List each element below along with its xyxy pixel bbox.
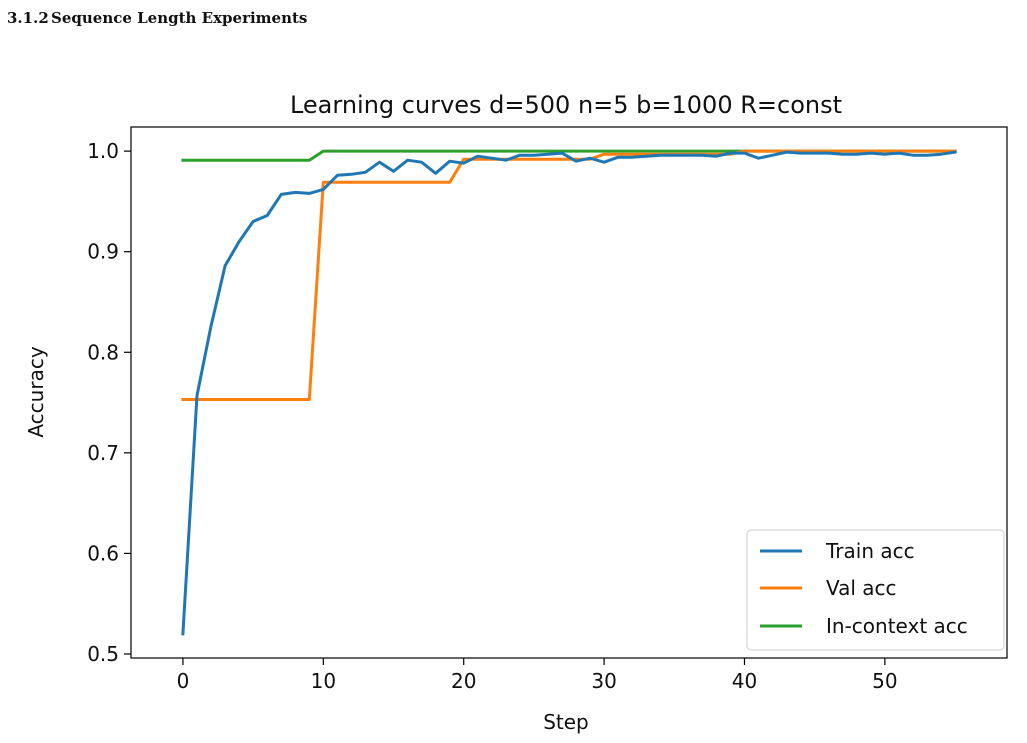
axis-ticks: 0 10 20 30 40 50 0.5 0.6 0.7 0.8 0.9 1.0 [87, 139, 897, 693]
legend: Train acc Val acc In-context acc [746, 529, 1005, 651]
section-heading: 3.1.2 Sequence Length Experiments [7, 9, 307, 27]
series-line-val [181, 149, 957, 401]
y-axis-label: Accuracy [24, 346, 48, 437]
legend-label-incontext: In-context acc [826, 614, 968, 638]
x-tick-label: 30 [591, 669, 616, 693]
x-tick-label: 0 [177, 669, 190, 693]
x-axis-label: Step [543, 710, 589, 734]
y-tick-label: 0.7 [87, 441, 119, 465]
section-number: 3.1.2 [7, 9, 49, 27]
plot-frame [130, 126, 1008, 659]
y-tick-label: 0.5 [87, 642, 119, 666]
series-layer [181, 149, 957, 636]
series-line-incontext [181, 149, 957, 162]
x-tick-label: 20 [451, 669, 476, 693]
x-tick-label: 10 [311, 669, 336, 693]
section-title: Sequence Length Experiments [51, 9, 308, 27]
legend-label-train: Train acc [825, 539, 915, 563]
series-line-train [181, 150, 957, 636]
legend-box [746, 529, 1005, 651]
legend-label-val: Val acc [826, 576, 897, 600]
y-tick-label: 0.6 [87, 541, 119, 565]
y-tick-label: 0.9 [87, 240, 119, 264]
x-tick-label: 40 [732, 669, 757, 693]
chart-title: Learning curves d=500 n=5 b=1000 R=const [290, 91, 842, 119]
y-tick-label: 0.8 [87, 340, 119, 364]
x-tick-label: 50 [872, 669, 897, 693]
y-tick-label: 1.0 [87, 139, 119, 163]
